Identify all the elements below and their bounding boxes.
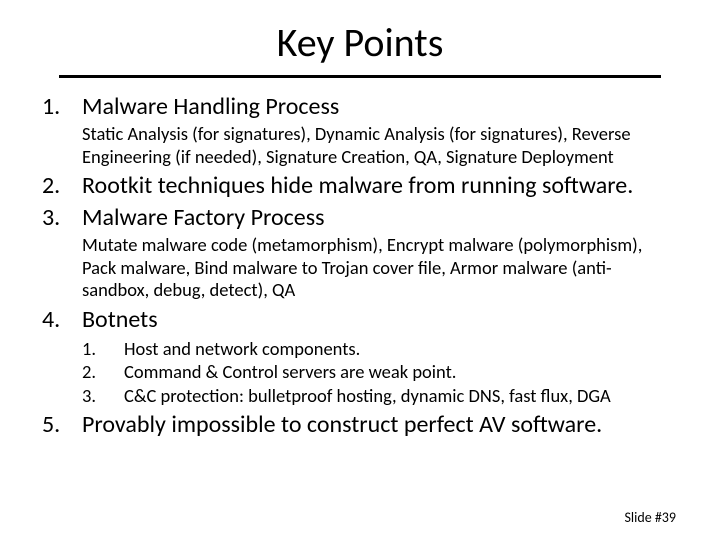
item-subtext: Mutate malware code (metamorphism), Encr… bbox=[82, 234, 678, 302]
item-text: Rootkit techniques hide malware from run… bbox=[82, 171, 633, 201]
item-text: Botnets bbox=[82, 305, 158, 335]
main-list: Malware Handling Process Static Analysis… bbox=[42, 92, 678, 440]
item-text: Malware Factory Process bbox=[82, 203, 324, 233]
sublist-text: Command & Control servers are weak point… bbox=[124, 360, 456, 384]
list-item: Malware Handling Process Static Analysis… bbox=[42, 92, 678, 168]
slide-number: Slide #39 bbox=[624, 509, 676, 526]
title-rule bbox=[59, 75, 661, 78]
item-text: Malware Handling Process bbox=[82, 92, 339, 122]
list-item: Botnets Host and network components. Com… bbox=[42, 305, 678, 408]
list-item: Malware Factory Process Mutate malware c… bbox=[42, 203, 678, 302]
slide-title: Key Points bbox=[40, 18, 680, 67]
sublist-item: C&C protection: bulletproof hosting, dyn… bbox=[82, 384, 678, 408]
list-item: Provably impossible to construct perfect… bbox=[42, 410, 678, 440]
sublist-item: Command & Control servers are weak point… bbox=[82, 360, 678, 384]
list-item: Rootkit techniques hide malware from run… bbox=[42, 171, 678, 201]
item-text: Provably impossible to construct perfect… bbox=[82, 410, 602, 440]
sublist-text: Host and network components. bbox=[124, 337, 360, 361]
sublist-item: Host and network components. bbox=[82, 337, 678, 361]
item-subtext: Static Analysis (for signatures), Dynami… bbox=[82, 123, 678, 168]
sublist-text: C&C protection: bulletproof hosting, dyn… bbox=[124, 384, 611, 408]
sublist: Host and network components. Command & C… bbox=[82, 337, 678, 408]
content-area: Malware Handling Process Static Analysis… bbox=[40, 92, 680, 440]
